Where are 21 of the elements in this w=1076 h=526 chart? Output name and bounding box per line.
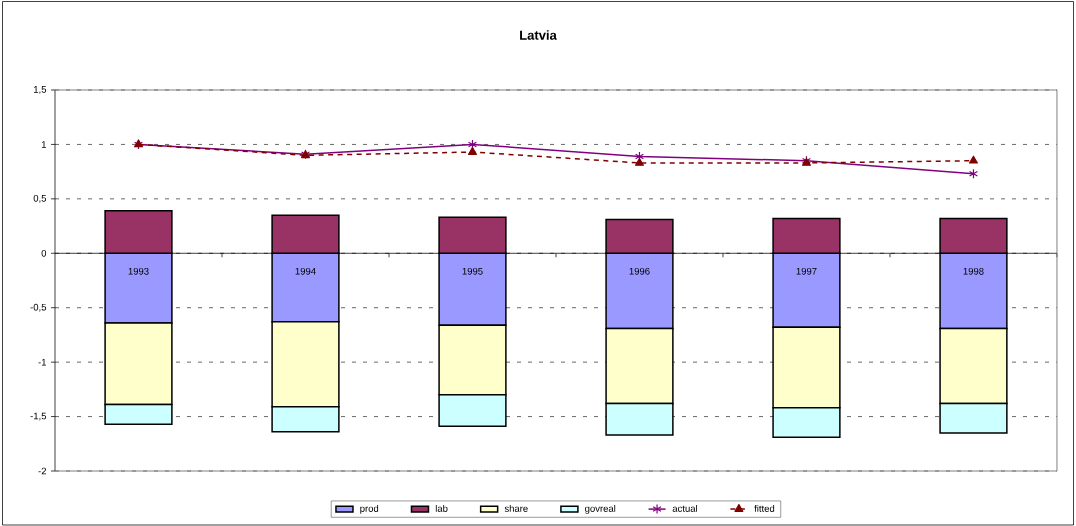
x-tick-label: 1994	[295, 267, 316, 275]
y-tick-label: -0,5	[30, 303, 47, 312]
y-tick-label: -2	[38, 467, 47, 475]
y-tick-label: 0	[41, 249, 47, 257]
x-tick-label: 1995	[462, 267, 483, 275]
y-tick-label: 0,5	[33, 194, 47, 203]
legend-label: lab	[435, 504, 448, 512]
legend-label: prod	[360, 504, 379, 514]
legend-label: govreal	[585, 504, 616, 514]
legend-label: share	[504, 504, 528, 512]
y-tick-label: -1,5	[30, 412, 47, 421]
x-tick-label: 1996	[629, 267, 650, 275]
legend-label: fitted	[754, 504, 775, 512]
x-tick-label: 1998	[963, 267, 984, 275]
chart-title: Latvia	[520, 30, 557, 40]
legend-label: actual	[672, 504, 698, 512]
y-tick-label: -1	[38, 358, 47, 366]
y-tick-label: 1	[41, 141, 47, 148]
y-tick-label: 1,5	[33, 86, 47, 94]
x-tick-label: 1997	[796, 267, 817, 275]
x-tick-label: 1993	[128, 267, 149, 275]
